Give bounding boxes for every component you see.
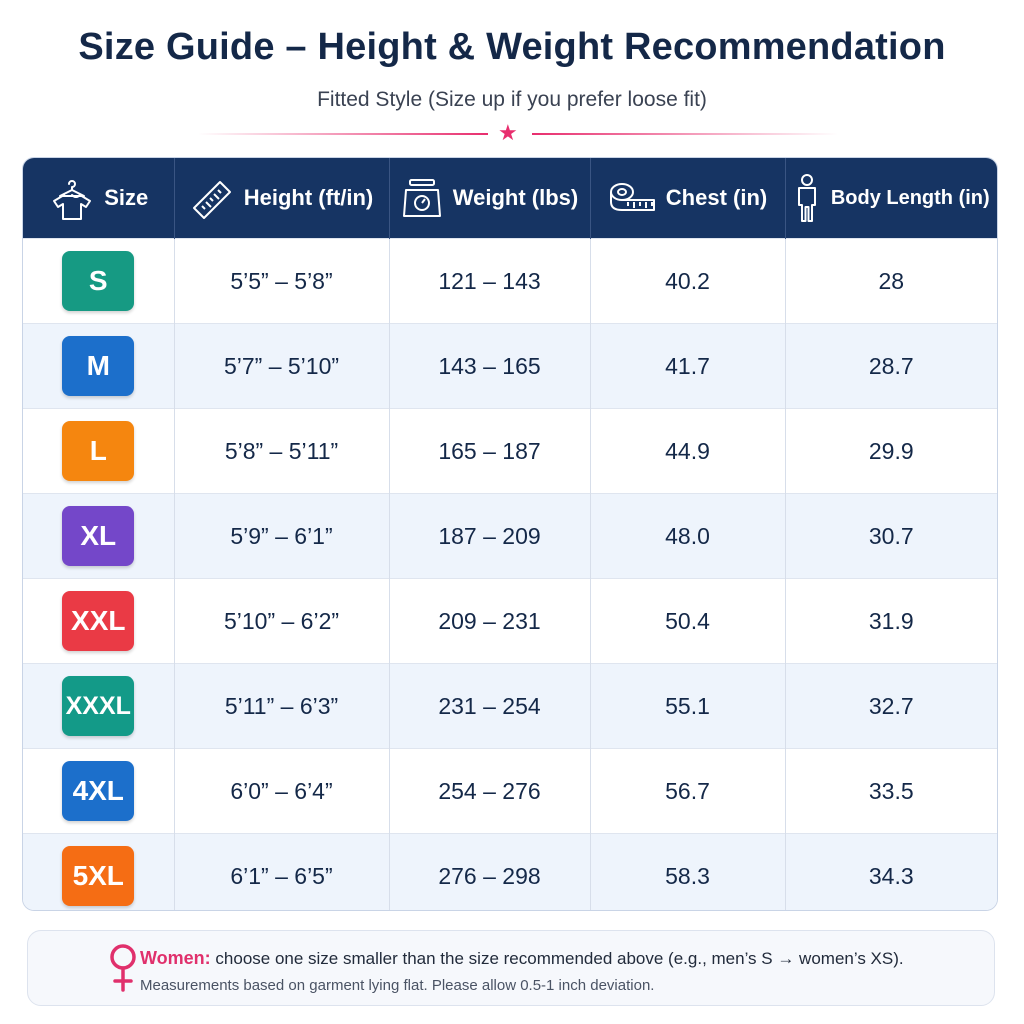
chest-cell: 50.4 <box>590 578 786 664</box>
header-body-length-label: Body Length (in) <box>830 186 990 209</box>
weight-cell: 231 – 254 <box>389 663 591 749</box>
weight-cell: 209 – 231 <box>389 578 591 664</box>
star-icon: ★ <box>498 120 518 145</box>
header-height-label: Height (ft/in) <box>243 185 374 210</box>
chest-cell: 55.1 <box>590 663 786 749</box>
note-line-1: Women: choose one size smaller than the … <box>140 948 904 969</box>
table-header-row: Size Height (ft/in) <box>23 158 997 239</box>
weight-cell: 165 – 187 <box>389 408 591 494</box>
weight-cell: 254 – 276 <box>389 748 591 834</box>
chest-cell: 58.3 <box>590 833 786 910</box>
header-body-length: Body Length (in) <box>785 158 997 239</box>
weight-cell: 143 – 165 <box>389 323 591 409</box>
body-length-cell: 29.9 <box>785 408 997 494</box>
body-length-cell: 33.5 <box>785 748 997 834</box>
chest-cell: 40.2 <box>590 238 786 324</box>
size-badge: XL <box>62 506 135 566</box>
header-height: Height (ft/in) <box>174 158 390 239</box>
weight-cell: 121 – 143 <box>389 238 591 324</box>
size-cell: XXXL <box>23 663 175 749</box>
body-length-cell: 30.7 <box>785 493 997 579</box>
height-cell: 5’11” – 6’3” <box>174 663 390 749</box>
size-badge: XXXL <box>62 676 135 736</box>
body-length-cell: 28 <box>785 238 997 324</box>
chest-cell: 44.9 <box>590 408 786 494</box>
size-cell: XXL <box>23 578 175 664</box>
size-badge: 4XL <box>62 761 135 821</box>
size-cell: 5XL <box>23 833 175 910</box>
header-chest: Chest (in) <box>590 158 786 239</box>
title-divider: ★ <box>198 120 838 145</box>
header-chest-label: Chest (in) <box>665 185 768 210</box>
table-row: XL 5’9” – 6’1” 187 – 209 48.0 30.7 <box>23 493 997 579</box>
table-row: XXXL 5’11” – 6’3” 231 – 254 55.1 32.7 <box>23 663 997 749</box>
height-cell: 5’8” – 5’11” <box>174 408 390 494</box>
weight-cell: 187 – 209 <box>389 493 591 579</box>
size-cell: L <box>23 408 175 494</box>
size-badge: 5XL <box>62 846 135 906</box>
header-weight-label: Weight (lbs) <box>452 185 579 210</box>
height-cell: 6’0” – 6’4” <box>174 748 390 834</box>
female-symbol-icon <box>110 944 136 992</box>
size-cell: M <box>23 323 175 409</box>
tape-measure-icon <box>609 183 655 211</box>
divider-line-right <box>532 133 838 135</box>
table-row: 5XL 6’1” – 6’5” 276 – 298 58.3 34.3 <box>23 833 997 910</box>
size-cell: 4XL <box>23 748 175 834</box>
size-cell: XL <box>23 493 175 579</box>
page-title: Size Guide – Height & Weight Recommendat… <box>78 26 946 68</box>
person-icon <box>797 174 816 222</box>
women-note: Women: choose one size smaller than the … <box>27 930 995 1006</box>
body-length-cell: 28.7 <box>785 323 997 409</box>
tshirt-hanger-icon <box>53 180 92 220</box>
header-size: Size <box>23 158 175 239</box>
body-length-cell: 32.7 <box>785 663 997 749</box>
header-size-label: Size <box>104 185 149 210</box>
size-table: Size Height (ft/in) <box>22 157 998 911</box>
size-badge: L <box>62 421 135 481</box>
header-weight: Weight (lbs) <box>389 158 591 239</box>
weight-cell: 276 – 298 <box>389 833 591 910</box>
chest-cell: 41.7 <box>590 323 786 409</box>
height-cell: 5’9” – 6’1” <box>174 493 390 579</box>
size-badge: XXL <box>62 591 135 651</box>
table-row: S 5’5” – 5’8” 121 – 143 40.2 28 <box>23 238 997 324</box>
ruler-icon <box>192 181 231 219</box>
size-badge: M <box>62 336 135 396</box>
table-row: XXL 5’10” – 6’2” 209 – 231 50.4 31.9 <box>23 578 997 664</box>
page-subtitle: Fitted Style (Size up if you prefer loos… <box>317 88 707 111</box>
body-length-cell: 34.3 <box>785 833 997 910</box>
body-length-cell: 31.9 <box>785 578 997 664</box>
chest-cell: 56.7 <box>590 748 786 834</box>
height-cell: 5’10” – 6’2” <box>174 578 390 664</box>
chest-cell: 48.0 <box>590 493 786 579</box>
height-cell: 5’5” – 5’8” <box>174 238 390 324</box>
note-accent-label: Women: <box>140 948 211 968</box>
table-row: L 5’8” – 5’11” 165 – 187 44.9 29.9 <box>23 408 997 494</box>
note-line-2: Measurements based on garment lying flat… <box>140 977 655 994</box>
size-cell: S <box>23 238 175 324</box>
size-badge: S <box>62 251 135 311</box>
scale-icon <box>402 179 441 217</box>
table-row: M 5’7” – 5’10” 143 – 165 41.7 28.7 <box>23 323 997 409</box>
height-cell: 5’7” – 5’10” <box>174 323 390 409</box>
note-line-1-text: choose one size smaller than the size re… <box>215 949 904 968</box>
table-row: 4XL 6’0” – 6’4” 254 – 276 56.7 33.5 <box>23 748 997 834</box>
divider-line-left <box>198 133 488 135</box>
height-cell: 6’1” – 6’5” <box>174 833 390 910</box>
